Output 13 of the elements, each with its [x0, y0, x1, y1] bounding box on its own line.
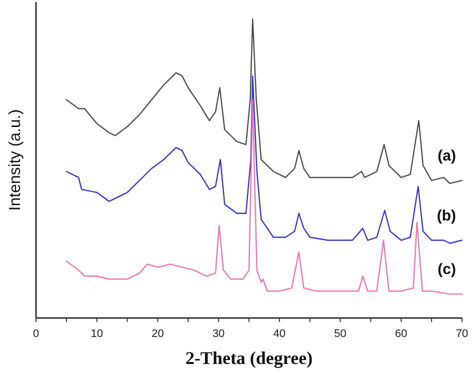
x-tick-label: 10	[90, 328, 103, 340]
x-axis-title: 2-Theta (degree)	[185, 348, 313, 368]
x-tick-label: 50	[334, 328, 346, 340]
x-tick-label: 40	[273, 328, 286, 340]
x-tick-label: 70	[456, 328, 468, 340]
x-tick-label: 60	[395, 328, 408, 340]
series-label: (a)	[438, 147, 456, 164]
series-label: (b)	[436, 207, 456, 224]
x-tick-label: 0	[32, 328, 40, 340]
series-label: (c)	[438, 261, 456, 278]
x-tick-label: 20	[152, 328, 164, 340]
y-axis-title: Intensity (a.u.)	[7, 109, 24, 211]
x-tick-label: 30	[212, 328, 225, 340]
